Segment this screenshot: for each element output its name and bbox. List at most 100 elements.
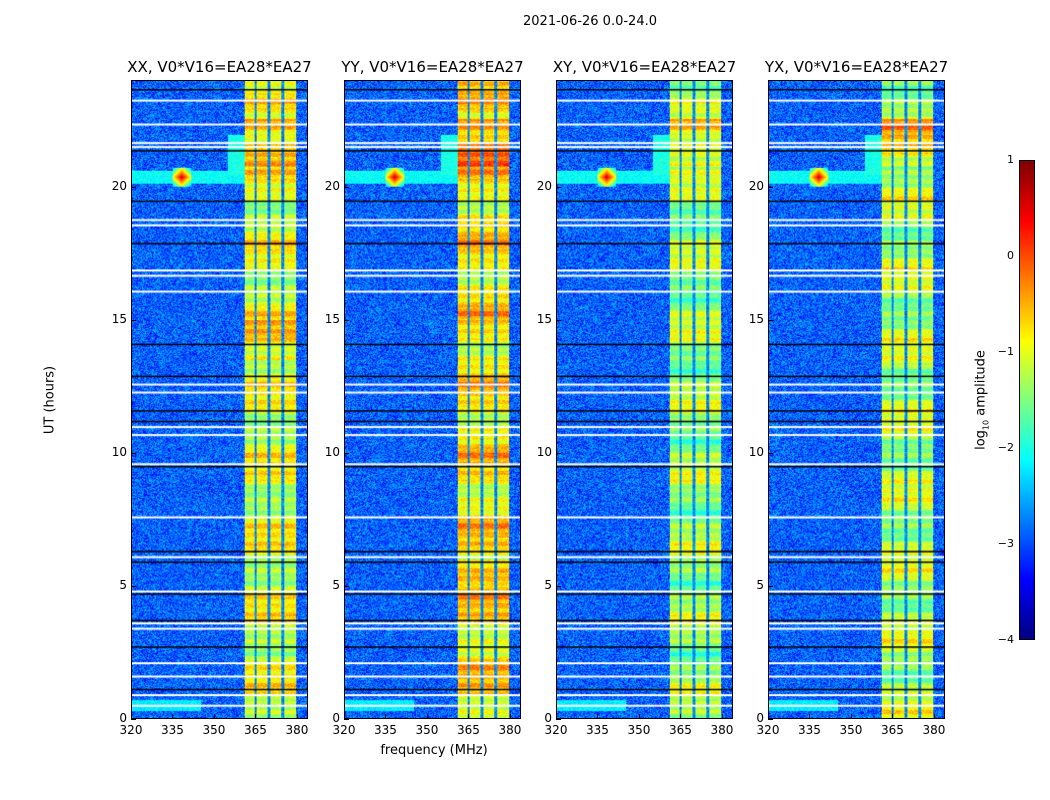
x-tick: [213, 714, 215, 719]
y-tick: [556, 186, 561, 188]
y-tick: [556, 452, 561, 454]
x-tick: [680, 714, 682, 719]
y-tick-label: 20: [536, 178, 552, 193]
colorbar-tick-label: 0: [1007, 249, 1014, 262]
y-tick-label: 10: [536, 444, 552, 459]
y-tick: [768, 585, 773, 587]
x-tick: [556, 714, 557, 719]
spectrogram-panel: XX, V0*V16=EA28*EA27 320 335 350 365 380 0 5 10 1…: [112, 58, 312, 737]
x-tick-label: 335: [798, 723, 821, 737]
x-tick-label: 380: [498, 723, 522, 737]
x-tick-label: 335: [161, 723, 184, 737]
colorbar-tick-label: −3: [997, 537, 1014, 550]
x-tick: [850, 714, 852, 719]
y-tick: [131, 719, 136, 720]
x-tick-label: 320: [119, 723, 143, 737]
y-tick: [556, 319, 561, 321]
colorbar-tick-label: 1: [1007, 153, 1014, 166]
x-tick: [131, 714, 132, 719]
y-tick-label: 10: [324, 444, 340, 459]
y-tick: [131, 319, 136, 321]
x-axis-label: frequency (MHz): [380, 743, 488, 758]
y-tick: [344, 186, 349, 188]
x-tick-label: 350: [202, 723, 226, 737]
x-tick-label: 365: [669, 723, 692, 737]
x-tick-label: 365: [881, 723, 904, 737]
y-tick-label: 15: [324, 311, 340, 326]
y-tick: [768, 452, 773, 454]
y-tick: [344, 719, 349, 720]
y-tick: [556, 585, 561, 587]
y-tick: [131, 585, 136, 587]
x-tick-label: 320: [332, 723, 356, 737]
y-tick: [768, 319, 773, 321]
y-tick-label: 5: [332, 577, 340, 592]
y-tick-label: 5: [119, 577, 127, 592]
y-tick-label: 15: [748, 311, 764, 326]
x-tick-label: 380: [922, 723, 946, 737]
panel-title: YX, V0*V16=EA28*EA27: [764, 58, 949, 76]
colorbar-label: log10 amplitude: [973, 350, 991, 450]
x-tick-label: 335: [374, 723, 397, 737]
y-tick-label: 0: [119, 711, 127, 725]
y-tick-label: 20: [324, 178, 340, 193]
heatmap-image: [556, 80, 733, 719]
heatmap-image: [344, 80, 521, 719]
y-tick: [344, 319, 349, 321]
x-tick-label: 350: [415, 723, 439, 737]
x-tick: [809, 714, 811, 719]
x-tick-label: 320: [544, 723, 568, 737]
y-tick-label: 20: [111, 178, 127, 193]
x-tick: [892, 714, 894, 719]
x-tick: [296, 714, 298, 719]
spectrogram-panel: XY, V0*V16=EA28*EA27 320 335 350 365 380 0 5 10 1…: [537, 58, 736, 737]
y-tick-label: 0: [332, 711, 340, 725]
x-tick: [768, 714, 769, 719]
y-tick-label: 5: [544, 577, 552, 592]
y-tick-label: 0: [544, 711, 552, 725]
x-tick: [933, 714, 935, 719]
panel-title: YY, V0*V16=EA28*EA27: [341, 58, 524, 76]
x-tick-label: 380: [710, 723, 734, 737]
y-tick-label: 0: [756, 711, 764, 725]
x-tick: [426, 714, 428, 719]
y-tick: [768, 186, 773, 188]
x-tick: [638, 714, 640, 719]
figure-title: 2021-06-26 0.0-24.0: [523, 14, 657, 29]
x-tick: [344, 714, 345, 719]
spectrogram-panel: YX, V0*V16=EA28*EA27 320 335 350 365 380 0 5 10 1…: [749, 58, 948, 737]
x-tick-label: 365: [244, 723, 267, 737]
x-tick: [509, 714, 511, 719]
y-tick-label: 20: [748, 178, 764, 193]
x-tick: [255, 714, 257, 719]
y-tick-label: 15: [111, 311, 127, 326]
y-tick: [131, 186, 136, 188]
y-tick: [768, 719, 773, 720]
y-tick: [344, 452, 349, 454]
y-tick-label: 5: [756, 577, 764, 592]
x-tick: [385, 714, 387, 719]
x-tick-label: 335: [586, 723, 609, 737]
panel-title: XX, V0*V16=EA28*EA27: [127, 58, 312, 76]
y-tick-label: 10: [111, 444, 127, 459]
x-tick-label: 350: [627, 723, 651, 737]
colorbar-tick-label: −1: [997, 345, 1014, 358]
x-tick: [597, 714, 599, 719]
y-tick: [131, 452, 136, 454]
x-tick: [468, 714, 470, 719]
x-tick-label: 320: [756, 723, 780, 737]
x-tick-label: 350: [839, 723, 863, 737]
x-tick: [721, 714, 723, 719]
heatmap-image: [768, 80, 945, 719]
x-tick-label: 380: [285, 723, 309, 737]
y-tick-label: 15: [536, 311, 552, 326]
heatmap-image: [131, 80, 308, 719]
panel-title: XY, V0*V16=EA28*EA27: [552, 58, 737, 76]
x-tick-label: 365: [457, 723, 480, 737]
y-tick: [344, 585, 349, 587]
y-tick: [556, 719, 561, 720]
y-tick-label: 10: [748, 444, 764, 459]
colorbar-tick-label: −4: [997, 633, 1014, 646]
y-axis-label: UT (hours): [42, 365, 58, 435]
